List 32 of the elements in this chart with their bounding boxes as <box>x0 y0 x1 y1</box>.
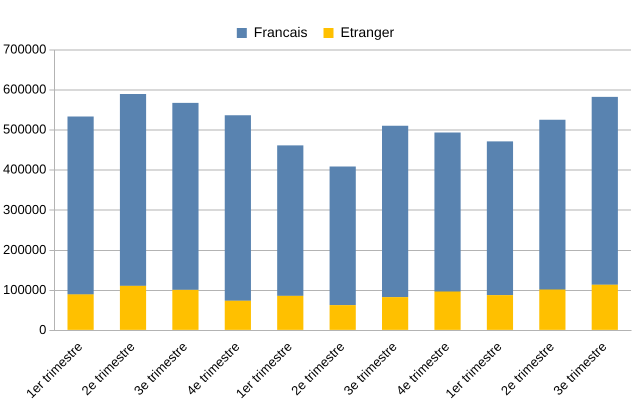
bar <box>277 296 304 330</box>
bar <box>486 141 514 296</box>
bar <box>120 286 146 330</box>
bar <box>539 120 566 290</box>
y-tick-label: 200000 <box>2 242 46 257</box>
bar <box>539 290 566 330</box>
bar <box>67 116 94 294</box>
y-tick-label: 400000 <box>2 162 46 177</box>
y-tick-label: 600000 <box>2 82 46 97</box>
y-tick-label: 500000 <box>2 122 46 137</box>
bar <box>592 284 618 330</box>
bar <box>330 166 356 306</box>
bar <box>592 96 618 285</box>
bar <box>172 102 199 290</box>
y-tick-label: 700000 <box>2 42 46 57</box>
y-tick-label: 300000 <box>2 202 46 217</box>
bar <box>172 290 199 330</box>
bar <box>224 115 251 301</box>
bar <box>224 300 251 330</box>
bar <box>382 297 408 330</box>
bar <box>120 94 146 286</box>
y-tick-label: 100000 <box>2 282 46 297</box>
legend-label: Etranger <box>340 24 395 40</box>
bar <box>434 292 461 330</box>
bar <box>330 305 356 330</box>
bar <box>434 132 461 292</box>
bar <box>486 295 514 330</box>
bar <box>277 145 304 296</box>
bar <box>382 126 408 298</box>
bar <box>67 294 94 330</box>
legend-label: Francais <box>254 24 308 40</box>
y-tick-label: 0 <box>39 322 46 337</box>
